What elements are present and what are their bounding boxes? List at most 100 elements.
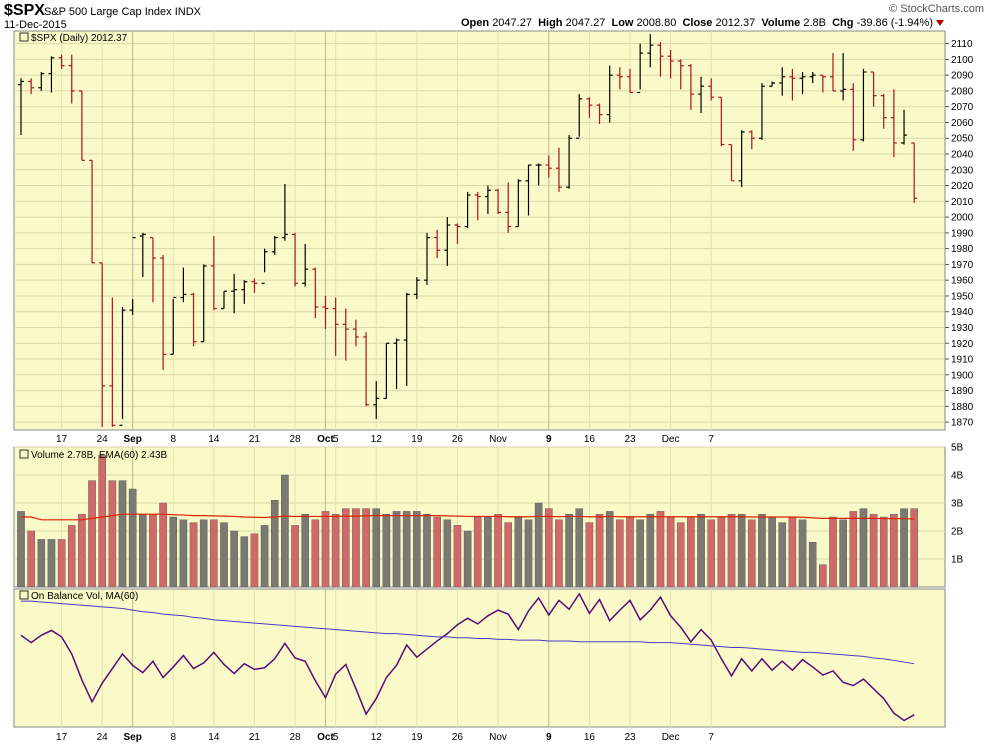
price-bar bbox=[444, 217, 451, 266]
volume-value: 2.8B bbox=[803, 17, 826, 29]
price-bar bbox=[221, 290, 227, 310]
volume-bar bbox=[321, 511, 330, 588]
volume-tick-label: 1B bbox=[951, 555, 964, 566]
price-bar bbox=[677, 59, 684, 90]
volume-bar bbox=[768, 516, 776, 588]
price-bar bbox=[413, 277, 420, 300]
price-bar bbox=[383, 342, 390, 400]
price-bar bbox=[363, 332, 370, 407]
price-tick-label: 1970 bbox=[951, 260, 974, 271]
x-tick-label-bottom: Oct bbox=[317, 732, 334, 743]
price-bar bbox=[535, 163, 542, 186]
price-bar bbox=[474, 191, 481, 221]
price-bars bbox=[18, 34, 918, 427]
price-bar bbox=[68, 54, 75, 104]
price-tick-label: 2000 bbox=[951, 213, 974, 224]
volume-bar bbox=[545, 508, 553, 588]
quote-summary: Open 2047.27 High 2047.27 Low 2008.80 Cl… bbox=[461, 17, 944, 29]
volume-bar bbox=[291, 525, 299, 588]
price-bar bbox=[89, 159, 96, 264]
x-tick-label: 16 bbox=[584, 434, 596, 445]
price-tick-label: 2060 bbox=[951, 118, 974, 129]
price-bar bbox=[616, 67, 623, 90]
price-bar bbox=[38, 72, 45, 91]
volume-tick-label: 5B bbox=[951, 443, 964, 454]
volume-bar bbox=[798, 519, 807, 588]
x-tick-label-bottom: 9 bbox=[546, 732, 552, 743]
symbol: $SPX bbox=[4, 2, 45, 19]
x-tick-label-bottom: 21 bbox=[249, 732, 261, 743]
axis-labels: 1870 1880 1890 1900 1910 1920 1930 1940 1950 1960… bbox=[19, 32, 974, 743]
price-bar bbox=[708, 78, 715, 101]
volume-legend-swatch bbox=[19, 449, 29, 459]
price-bar bbox=[586, 97, 593, 118]
price-bar bbox=[332, 297, 339, 356]
price-bar bbox=[149, 236, 156, 303]
volume-bar bbox=[281, 474, 289, 588]
price-bar bbox=[647, 34, 654, 68]
price-tick-label: 2100 bbox=[951, 55, 974, 66]
volume-bar bbox=[372, 508, 381, 588]
x-tick-label-bottom: 24 bbox=[97, 732, 109, 743]
price-bar bbox=[200, 264, 207, 343]
price-bar bbox=[281, 183, 288, 241]
price-bar bbox=[819, 74, 826, 93]
volume-bar bbox=[159, 502, 167, 588]
price-tick-label: 2070 bbox=[951, 102, 974, 113]
price-bar bbox=[139, 232, 146, 278]
volume-bar bbox=[423, 514, 431, 588]
price-bar bbox=[799, 72, 806, 95]
price-bar bbox=[718, 96, 725, 147]
volume-bar bbox=[149, 514, 157, 588]
volume-bar bbox=[494, 514, 502, 588]
price-bar bbox=[170, 296, 177, 355]
volume-bar bbox=[270, 500, 279, 588]
x-tick-label-bottom: 7 bbox=[708, 732, 714, 743]
price-tick-label: 2090 bbox=[951, 71, 974, 82]
price-panel bbox=[13, 30, 946, 431]
volume-bar bbox=[220, 522, 228, 588]
obv-legend-swatch bbox=[19, 590, 29, 600]
price-bar bbox=[728, 143, 735, 182]
obv-panel bbox=[13, 588, 946, 728]
price-bar bbox=[637, 43, 644, 94]
price-tick-label: 1910 bbox=[951, 355, 974, 366]
close-value: 2012.37 bbox=[715, 17, 756, 29]
price-bar bbox=[322, 295, 329, 330]
x-tick-label: Dec bbox=[662, 434, 680, 445]
volume-bar bbox=[210, 519, 218, 588]
volume-bar bbox=[829, 516, 837, 588]
x-tick-label: Sep bbox=[123, 434, 141, 445]
price-tick-label: 1980 bbox=[951, 244, 974, 255]
obv-legend: On Balance Vol, MA(60) bbox=[31, 591, 138, 602]
price-bar bbox=[393, 338, 400, 389]
volume-bar bbox=[138, 514, 147, 588]
price-bar bbox=[424, 232, 430, 285]
volume-bar bbox=[453, 525, 462, 588]
x-tick-label-bottom: 16 bbox=[584, 732, 596, 743]
price-legend: $SPX (Daily) 2012.37 bbox=[31, 33, 128, 44]
price-tick-label: 1930 bbox=[951, 323, 974, 334]
volume-bar bbox=[352, 508, 360, 588]
x-tick-label: 26 bbox=[452, 434, 464, 445]
volume-bar bbox=[169, 516, 178, 588]
volume-bar bbox=[869, 514, 878, 588]
price-bar bbox=[758, 83, 765, 140]
volume-bar bbox=[879, 516, 888, 588]
price-bar bbox=[464, 191, 471, 229]
price-bar bbox=[850, 83, 857, 151]
price-bar bbox=[576, 94, 583, 139]
down-triangle-icon bbox=[936, 20, 944, 27]
close-label: Close bbox=[682, 17, 713, 29]
price-tick-label: 1890 bbox=[951, 386, 974, 397]
price-bar bbox=[119, 306, 126, 426]
volume-bar bbox=[839, 519, 847, 588]
price-bar bbox=[78, 90, 85, 161]
volume-bar bbox=[778, 522, 787, 588]
volume-bar bbox=[504, 522, 513, 588]
price-bar bbox=[271, 236, 278, 255]
price-bar bbox=[342, 308, 349, 361]
low-label: Low bbox=[611, 17, 634, 29]
exchange: INDX bbox=[174, 6, 201, 18]
volume-bar bbox=[37, 539, 46, 588]
